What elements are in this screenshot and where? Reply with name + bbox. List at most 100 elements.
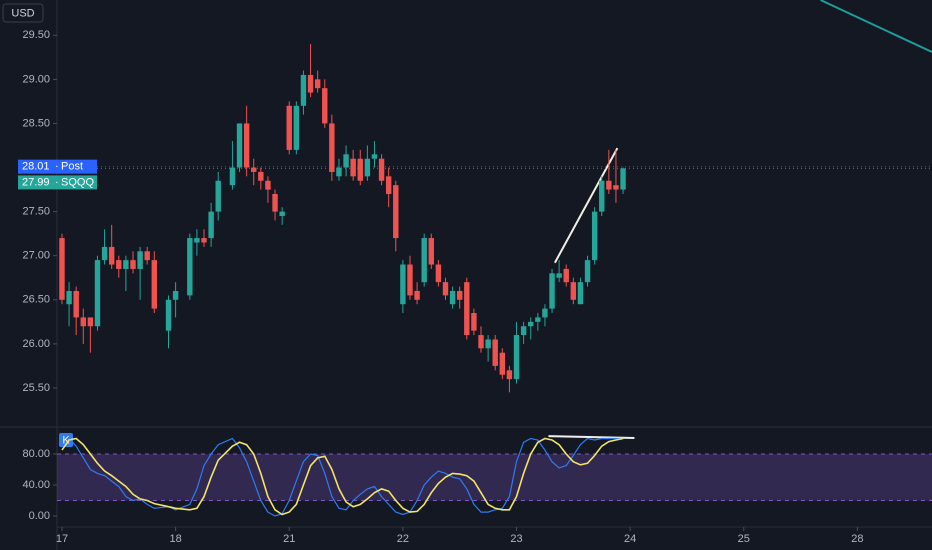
candle-body (478, 335, 484, 349)
candle-body (322, 88, 328, 124)
candle-body (307, 74, 314, 93)
candle-body (350, 158, 356, 177)
y-tick-label: 25.50 (22, 382, 50, 394)
candle-body (520, 326, 527, 336)
candle-body (108, 246, 115, 265)
candle-body (584, 260, 591, 283)
candle-body (535, 317, 541, 322)
candle-body (329, 123, 335, 172)
candle-body (59, 238, 65, 300)
y-tick-label: 40.00 (22, 479, 50, 491)
candle-body (464, 282, 470, 336)
y-tick-label: 28.50 (22, 117, 50, 129)
currency-box (2, 3, 44, 23)
candle-body (400, 264, 406, 305)
candle-body (577, 282, 584, 305)
candle-body (116, 260, 122, 269)
candle-body (300, 74, 307, 106)
y-tick-label: 26.00 (22, 338, 50, 350)
price-tag-value: 28.01 (22, 161, 50, 173)
candle-body (442, 282, 449, 296)
candle-body (279, 211, 285, 217)
x-tick-label: 21 (283, 533, 295, 545)
y-tick-label: 27.00 (22, 250, 50, 262)
candle-body (80, 317, 86, 327)
price-tag-value: 27.99 (22, 176, 50, 188)
candle-body (613, 185, 619, 190)
y-tick-label: 29.50 (22, 29, 50, 41)
x-tick-label: 18 (169, 533, 181, 545)
osc-line (61, 437, 624, 516)
price-tag-name: SQQQ (61, 176, 94, 188)
candle-body (485, 339, 491, 349)
osc-line (61, 437, 624, 517)
candle-body (272, 193, 278, 212)
candle-body (258, 171, 264, 181)
candle-body (414, 290, 420, 300)
price-tag-separator: · (55, 161, 59, 173)
candle-body (165, 299, 172, 331)
candle-body (606, 180, 612, 190)
x-tick-label: 22 (397, 533, 409, 545)
price-tag (18, 159, 97, 174)
candle-body (599, 180, 605, 212)
price-tag (18, 175, 97, 190)
candle-body (172, 290, 179, 300)
candle-body (236, 123, 243, 168)
y-tick-label: 80.00 (22, 448, 50, 460)
currency: USD (11, 7, 34, 19)
candle-body (556, 273, 562, 278)
candle-body (201, 238, 207, 243)
candle-body (456, 290, 463, 300)
candle-body (549, 273, 555, 309)
candle-body (449, 290, 456, 305)
legend-badge (59, 433, 73, 447)
candle-body (194, 238, 200, 243)
y-tick-label: 0.00 (29, 510, 50, 522)
candle-body (513, 335, 520, 380)
candle-body (243, 123, 250, 168)
candle-body (314, 79, 321, 89)
candle-body (385, 176, 392, 194)
y-tick-label: 26.50 (22, 294, 50, 306)
candle-body (229, 167, 236, 186)
candle-body (343, 154, 349, 168)
candle-body (471, 313, 477, 331)
x-tick-label: 25 (738, 533, 750, 545)
candle-body (435, 264, 442, 283)
candle-body (407, 264, 413, 296)
candle-body (144, 251, 150, 261)
candle-body (620, 168, 626, 190)
candle-body (570, 282, 577, 300)
band-fill (57, 453, 932, 501)
candle-body (378, 158, 385, 181)
candle-body (492, 339, 498, 366)
candle-body (371, 154, 378, 159)
candle-body (591, 211, 598, 261)
candle-body (357, 158, 363, 181)
trendline (820, 0, 932, 53)
candle-body (251, 167, 257, 172)
candle-body (542, 308, 548, 318)
candle-body (421, 238, 427, 283)
x-tick-label: 23 (510, 533, 522, 545)
y-tick-label: 27.50 (22, 206, 50, 218)
candle-body (130, 260, 136, 269)
candle-body (336, 167, 342, 177)
candle-body (215, 180, 221, 212)
candle-body (151, 260, 158, 309)
candle-body (123, 260, 129, 269)
trendline (553, 147, 619, 264)
candle-body (364, 158, 371, 177)
candle-body (286, 105, 292, 150)
legend-label: K (62, 434, 70, 446)
x-tick-label: 28 (851, 533, 863, 545)
x-tick-label: 17 (56, 533, 68, 545)
candle-body (428, 238, 434, 265)
y-tick-label: 29.00 (22, 73, 50, 85)
candle-body (73, 290, 79, 318)
x-tick-label: 24 (624, 533, 636, 545)
candle-body (265, 180, 271, 190)
